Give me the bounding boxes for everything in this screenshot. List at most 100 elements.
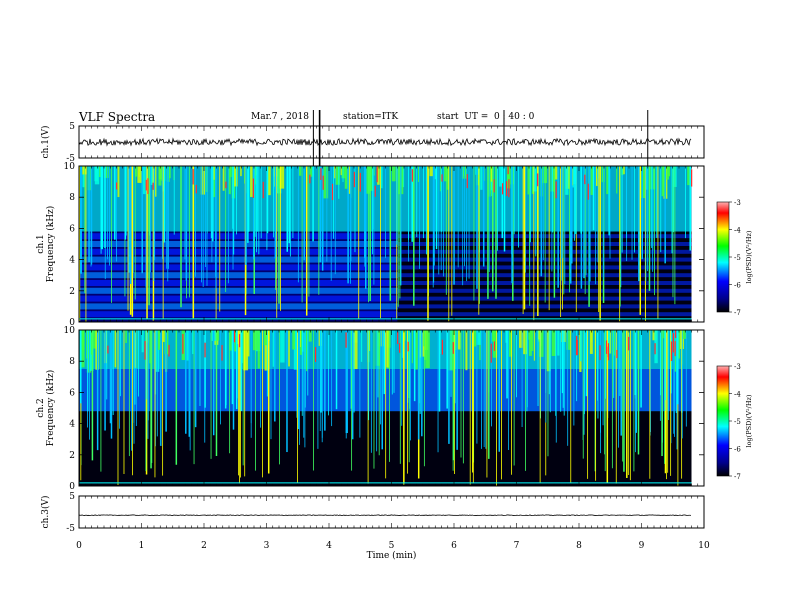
spectrogram-patch bbox=[533, 330, 535, 361]
spectrogram-patch bbox=[378, 330, 384, 347]
band-line bbox=[397, 242, 692, 246]
sferic-peak bbox=[168, 344, 170, 357]
y-axis-label: Frequency (kHz) bbox=[45, 370, 56, 447]
spectrogram-patch bbox=[443, 166, 448, 182]
sferic-peak bbox=[607, 346, 609, 358]
spectrogram-patch bbox=[136, 330, 138, 369]
x-tick-label: 10 bbox=[698, 541, 710, 551]
sferic-peak bbox=[376, 166, 378, 183]
sferic-peak bbox=[314, 347, 317, 362]
spectrogram-patch bbox=[250, 166, 253, 197]
spectrogram-patch bbox=[344, 166, 348, 189]
spectrogram-patch bbox=[299, 330, 301, 347]
y-tick-label: 4 bbox=[69, 420, 75, 430]
band-line bbox=[397, 304, 692, 309]
spectrogram-patch bbox=[480, 166, 483, 190]
spectrogram-patch bbox=[368, 166, 374, 191]
sferic-peak bbox=[398, 343, 401, 353]
spectrogram-patch bbox=[667, 166, 671, 177]
band-line bbox=[397, 288, 692, 293]
spectrogram-patch bbox=[589, 330, 593, 354]
spectrogram-patch bbox=[528, 330, 532, 356]
sferic-peak bbox=[670, 341, 673, 361]
spectrogram-patch bbox=[227, 166, 231, 195]
spectrogram-patch bbox=[606, 166, 609, 195]
spectrogram-patch bbox=[158, 166, 162, 186]
spectrogram-patch bbox=[527, 166, 530, 195]
sferic-peak bbox=[616, 349, 618, 359]
spectrogram-patch bbox=[240, 166, 242, 177]
sferic-peak bbox=[576, 340, 578, 356]
spectrogram-patch bbox=[141, 166, 147, 195]
spectrogram-patch bbox=[377, 166, 380, 185]
sferic-peak bbox=[587, 183, 589, 200]
x-tick-label: 7 bbox=[514, 541, 520, 551]
colorbar bbox=[716, 201, 730, 313]
spectrogram-patch bbox=[386, 330, 389, 368]
spectrogram-patch bbox=[557, 330, 560, 356]
spectrogram-patch bbox=[280, 330, 285, 363]
spectrogram-patch bbox=[352, 330, 358, 370]
sferic-peak bbox=[605, 340, 608, 354]
x-tick-label: 5 bbox=[389, 541, 395, 551]
spectrogram-patch bbox=[491, 330, 495, 342]
spectrogram-patch bbox=[264, 330, 269, 371]
sferic-peak bbox=[233, 330, 236, 343]
spectrogram-patch bbox=[309, 166, 313, 177]
y-tick-label: 0 bbox=[69, 482, 75, 492]
spectrogram-patch bbox=[192, 330, 194, 355]
spectrogram-patch bbox=[323, 166, 329, 199]
sferic-peak bbox=[452, 342, 454, 354]
sferic-peak bbox=[309, 174, 311, 184]
x-tick-label: 4 bbox=[326, 541, 332, 551]
spectrogram-patch bbox=[429, 166, 434, 177]
spectrogram-patch bbox=[488, 166, 494, 182]
sferic-peak bbox=[691, 169, 693, 187]
colorbar-tick-label: -5 bbox=[734, 418, 741, 426]
spectrogram-patch bbox=[687, 166, 690, 186]
spectrogram-patch bbox=[342, 166, 344, 183]
sferic-peak bbox=[182, 333, 184, 354]
sferic-peak bbox=[411, 169, 413, 182]
spectrogram-patch bbox=[181, 330, 187, 361]
sferic-peak bbox=[675, 330, 677, 339]
y-axis-label: ch.1(V) bbox=[40, 126, 51, 159]
spectrogram-patch bbox=[257, 330, 260, 369]
colorbar-tick-label: -3 bbox=[734, 363, 741, 371]
spectrogram-patch bbox=[607, 330, 611, 354]
spectrogram-patch bbox=[589, 166, 594, 195]
spectrogram-patch bbox=[415, 330, 418, 370]
spectrogram-patch bbox=[401, 330, 404, 358]
spectrogram-patch bbox=[682, 330, 687, 339]
spectrogram-ch1 bbox=[78, 166, 693, 322]
header-station: station=ITK bbox=[343, 112, 399, 122]
spectrogram-patch bbox=[135, 166, 138, 177]
colorbar-tick-label: -4 bbox=[734, 227, 741, 235]
spectrogram-patch bbox=[446, 166, 449, 190]
spectrogram-patch bbox=[539, 330, 544, 357]
spectrogram-patch bbox=[519, 330, 523, 348]
x-tick-label: 1 bbox=[139, 541, 145, 551]
band-line bbox=[397, 273, 692, 278]
colorbar-tick-label: -3 bbox=[734, 199, 741, 207]
spectrogram-patch bbox=[117, 166, 120, 198]
sferic-peak bbox=[441, 339, 444, 355]
y-tick-label: 4 bbox=[69, 256, 75, 266]
band-line bbox=[397, 234, 692, 239]
spectrogram-patch bbox=[622, 166, 625, 175]
spectrogram-patch bbox=[678, 330, 681, 359]
spectrogram-patch bbox=[572, 166, 576, 185]
x-tick-label: 8 bbox=[576, 541, 582, 551]
spectrogram-patch bbox=[666, 166, 669, 180]
spectrogram-patch bbox=[241, 330, 244, 364]
spectrogram-patch bbox=[233, 166, 238, 187]
colorbar-tick-label: -6 bbox=[734, 446, 741, 454]
spectrogram-patch bbox=[391, 166, 396, 182]
spectrogram-patch bbox=[82, 166, 85, 188]
band-line bbox=[397, 281, 692, 285]
spectrogram-patch bbox=[366, 166, 370, 194]
spectrogram-patch bbox=[216, 330, 220, 341]
spectrogram-patch bbox=[306, 330, 308, 372]
colorbar-label: log(PSD)(V²/Hz) bbox=[745, 230, 753, 283]
sferic-peak bbox=[536, 173, 539, 187]
